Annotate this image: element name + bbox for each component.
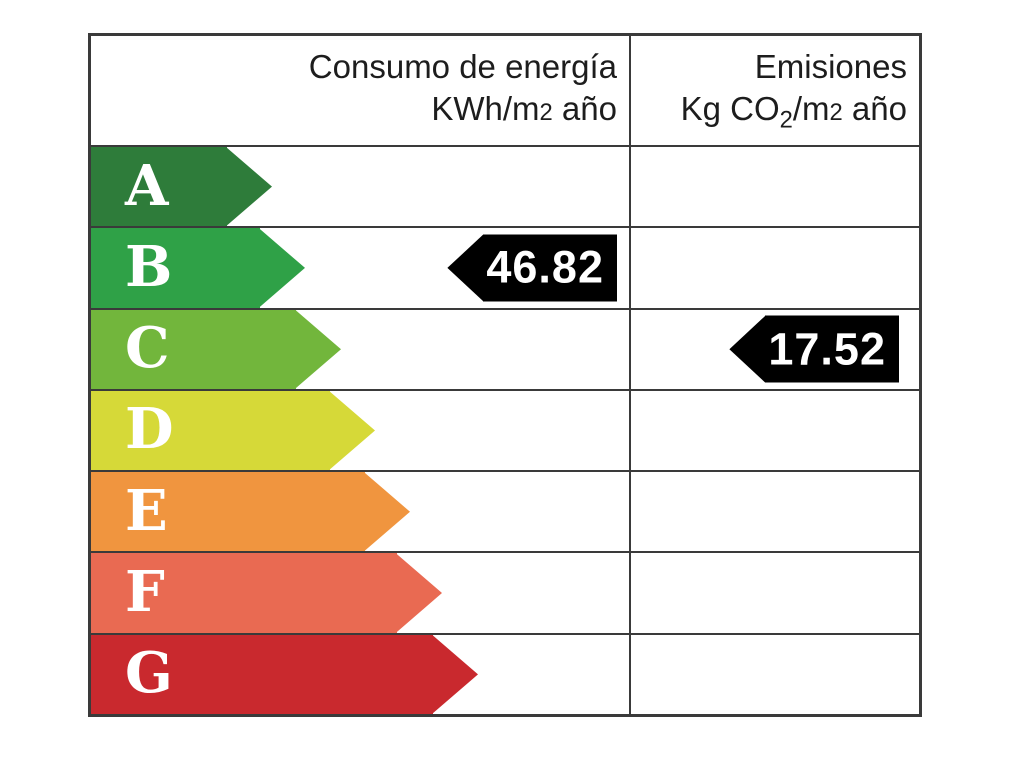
rating-letter-a: A <box>125 152 169 219</box>
emissions-header-title: Emisiones <box>754 48 907 85</box>
emissions-cell-d <box>631 391 919 470</box>
rating-arrow-f-body <box>91 553 397 633</box>
consumption-cell-d: D <box>91 390 631 471</box>
consumption-value-marker: 46.82 <box>447 234 617 302</box>
rating-arrow-d: D <box>91 390 375 471</box>
rating-row-a: A <box>91 147 919 229</box>
rating-row-g: G <box>91 634 919 714</box>
rating-letter-g: G <box>125 640 173 707</box>
marker-left-arrow-icon <box>729 315 766 383</box>
emissions-header: Emisiones Kg CO2/m2 año <box>631 36 919 145</box>
rating-arrow-c-head <box>295 309 341 389</box>
rating-arrow-b: B <box>91 228 305 308</box>
rating-arrow-e-head <box>364 472 410 552</box>
rating-letter-d: D <box>125 396 174 463</box>
consumption-cell-c: C <box>91 309 631 389</box>
rating-arrow-f: F <box>91 553 442 633</box>
consumption-cell-b: B 46.82 <box>91 228 631 308</box>
emissions-cell-b <box>631 228 919 307</box>
rating-letter-c: C <box>125 315 170 382</box>
emissions-value-marker: 17.52 <box>729 315 899 383</box>
rating-row-c: C 17.52 <box>91 309 919 391</box>
consumption-value: 46.82 <box>483 234 617 302</box>
rating-letter-e: E <box>125 477 168 544</box>
rating-arrow-b-body <box>91 228 260 308</box>
rating-arrow-e: E <box>91 472 410 552</box>
emissions-cell-e <box>631 472 919 551</box>
rating-arrow-a-body <box>91 147 227 227</box>
consumption-cell-g: G <box>91 634 631 714</box>
rating-arrow-b-head <box>259 228 305 308</box>
rating-row-b: B 46.82 <box>91 228 919 310</box>
consumption-cell-e: E <box>91 472 631 552</box>
emissions-cell-g <box>631 635 919 714</box>
table-header-row: Consumo de energía KWh/m2 año Emisiones … <box>91 36 919 147</box>
consumption-header-title: Consumo de energía <box>308 48 617 85</box>
rating-arrow-a: A <box>91 147 272 227</box>
emissions-header-units: Kg CO2/m2 año <box>680 90 907 134</box>
rating-arrow-a-head <box>226 147 272 227</box>
rating-row-e: E <box>91 472 919 554</box>
rating-arrow-e-body <box>91 472 365 552</box>
rating-arrow-d-head <box>329 390 375 471</box>
energy-rating-table: Consumo de energía KWh/m2 año Emisiones … <box>88 33 922 717</box>
emissions-cell-a <box>631 147 919 226</box>
rating-letter-f: F <box>125 558 165 625</box>
rating-arrow-c: C <box>91 309 341 389</box>
rating-arrow-g-head <box>432 634 478 714</box>
rating-arrow-c-body <box>91 309 296 389</box>
emissions-value: 17.52 <box>765 315 899 383</box>
consumption-cell-f: F <box>91 553 631 633</box>
rating-rows: A B 46.82 <box>91 147 919 714</box>
rating-arrow-f-head <box>396 553 442 633</box>
rating-row-d: D <box>91 390 919 473</box>
rating-arrow-d-body <box>91 390 330 471</box>
marker-left-arrow-icon <box>447 234 484 302</box>
consumption-cell-a: A <box>91 147 631 227</box>
emissions-cell-f <box>631 553 919 632</box>
consumption-header: Consumo de energía KWh/m2 año <box>91 36 631 145</box>
consumption-header-units: KWh/m2 año <box>431 90 617 127</box>
rating-arrow-g-body <box>91 634 433 714</box>
rating-row-f: F <box>91 553 919 635</box>
rating-letter-b: B <box>125 233 173 300</box>
emissions-cell-c: 17.52 <box>631 310 919 389</box>
rating-arrow-g: G <box>91 634 478 714</box>
